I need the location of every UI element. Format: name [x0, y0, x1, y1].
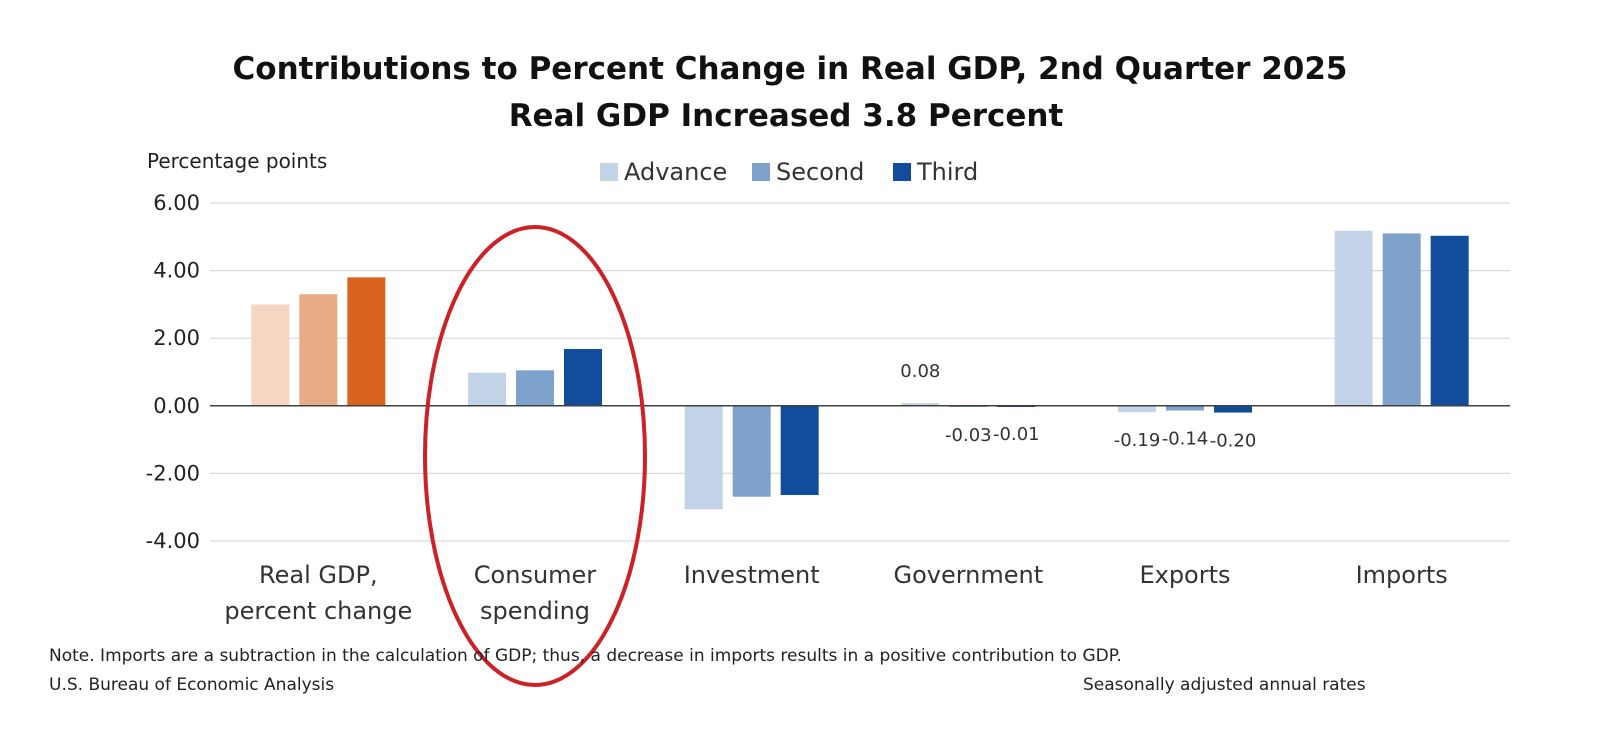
category-labels: Real GDP, percent change Consumer spending I… [224, 561, 1447, 625]
gridlines [210, 202, 1510, 542]
y-tick-label: 6.00 [153, 191, 200, 215]
bar-second-4 [1166, 405, 1204, 411]
bar-second-0 [299, 294, 338, 406]
y-tick-label: -4.00 [146, 529, 200, 553]
bar-second-2 [732, 405, 771, 497]
y-tick-label: -2.00 [146, 461, 200, 485]
legend: Advance Second Third [600, 158, 978, 186]
bar-advance-1 [468, 372, 506, 406]
data-label: -0.01 [993, 424, 1040, 445]
category-label: Real GDP, [259, 561, 378, 589]
data-label: -0.20 [1210, 431, 1257, 452]
y-tick-label: 2.00 [153, 326, 200, 350]
y-tick-label: 0.00 [153, 394, 200, 418]
category-label: Investment [684, 561, 820, 589]
bars [251, 230, 1469, 510]
category-label: percent change [224, 597, 412, 625]
bar-advance-2 [684, 405, 723, 510]
y-tick-label: 4.00 [153, 259, 200, 283]
category-label: Exports [1139, 561, 1230, 589]
bar-third-1 [564, 349, 602, 406]
bar-third-0 [347, 277, 386, 406]
rates-text: Seasonally adjusted annual rates [1083, 675, 1366, 695]
bar-third-5 [1430, 235, 1469, 406]
note-text: Note. Imports are a subtraction in the c… [49, 646, 1122, 666]
source-text: U.S. Bureau of Economic Analysis [49, 675, 334, 695]
y-axis-ticks: 6.00 4.00 2.00 0.00 -2.00 -4.00 [146, 191, 200, 553]
legend-swatch-second [752, 163, 770, 181]
data-labels: 0.08 -0.03 -0.01 -0.19 -0.14 -0.20 [900, 361, 1256, 451]
legend-swatch-third [893, 163, 911, 181]
category-label: Consumer [474, 561, 597, 589]
bar-third-2 [780, 405, 819, 496]
bar-advance-0 [251, 304, 290, 406]
data-label: 0.08 [900, 361, 940, 382]
bar-second-1 [516, 370, 554, 406]
legend-label-third: Third [916, 158, 978, 186]
category-label: Government [893, 561, 1043, 589]
category-label: spending [480, 597, 590, 625]
category-label: Imports [1356, 561, 1448, 589]
bar-advance-4 [1118, 405, 1156, 413]
y-axis-label: Percentage points [147, 149, 327, 173]
chart-subtitle: Real GDP Increased 3.8 Percent [509, 98, 1064, 134]
data-label: -0.19 [1114, 430, 1161, 451]
highlight-circle [423, 225, 647, 687]
data-label: -0.14 [1162, 429, 1209, 450]
legend-label-advance: Advance [624, 158, 727, 186]
legend-label-second: Second [776, 158, 864, 186]
bar-advance-3 [901, 403, 940, 406]
data-label: -0.03 [945, 425, 992, 446]
bar-third-4 [1214, 405, 1252, 413]
chart-title: Contributions to Percent Change in Real … [233, 51, 1348, 87]
legend-swatch-advance [600, 163, 618, 181]
bar-advance-5 [1334, 230, 1373, 406]
bar-second-5 [1382, 233, 1421, 406]
